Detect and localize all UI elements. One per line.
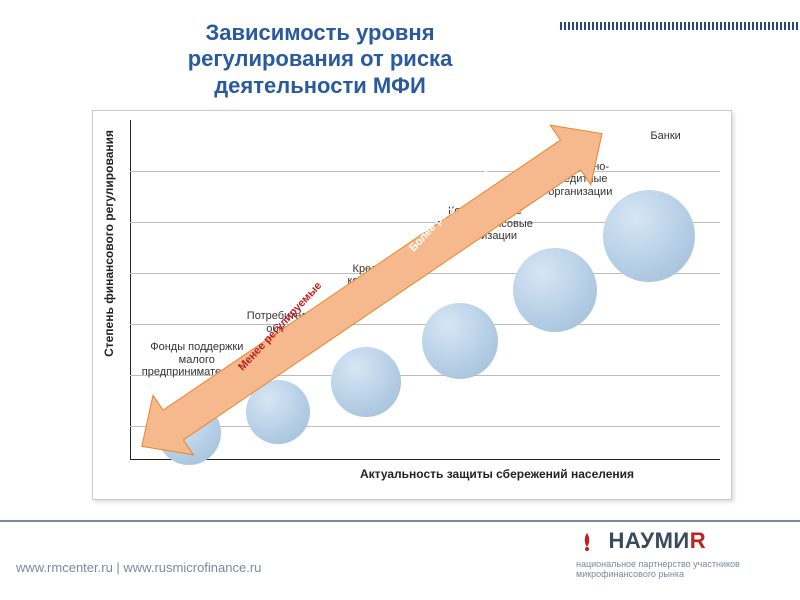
logo-text: НАУМИR	[608, 528, 706, 553]
logo-text-main: НАУМИ	[608, 528, 689, 553]
bubble	[331, 347, 401, 417]
bubble	[603, 190, 695, 282]
x-axis-label: Актуальность защиты сбережений населения	[360, 467, 634, 481]
footer-urls: www.rmcenter.ru | www.rusmicrofinance.ru	[16, 560, 261, 575]
bubble	[513, 248, 597, 332]
logo-block: НАУМИR национальное партнерство участник…	[576, 528, 786, 580]
bubble	[246, 380, 310, 444]
x-axis	[130, 459, 720, 460]
footer-divider	[0, 520, 800, 522]
bubble-label: Депозитно-кредитные организации	[525, 161, 635, 199]
y-axis-label: Степень финансового регулирования	[102, 130, 116, 357]
logo-subtitle: национальное партнерство участников микр…	[576, 560, 786, 580]
bubble	[422, 303, 498, 379]
bubble-label: Банки	[626, 130, 706, 143]
bubble-label: Фонды поддержки малого предпринимательст…	[142, 341, 252, 379]
logo-icon	[576, 531, 598, 558]
chart-plot-area: Фонды поддержки малого предпринимательст…	[130, 120, 720, 460]
bubble	[157, 401, 221, 465]
logo-text-r: R	[690, 528, 706, 553]
header-decor-stripe	[560, 22, 800, 30]
bubble-label: Кредитные кооперативы	[331, 263, 431, 288]
slide-title: Зависимость уровня регулирования от риск…	[120, 20, 520, 99]
